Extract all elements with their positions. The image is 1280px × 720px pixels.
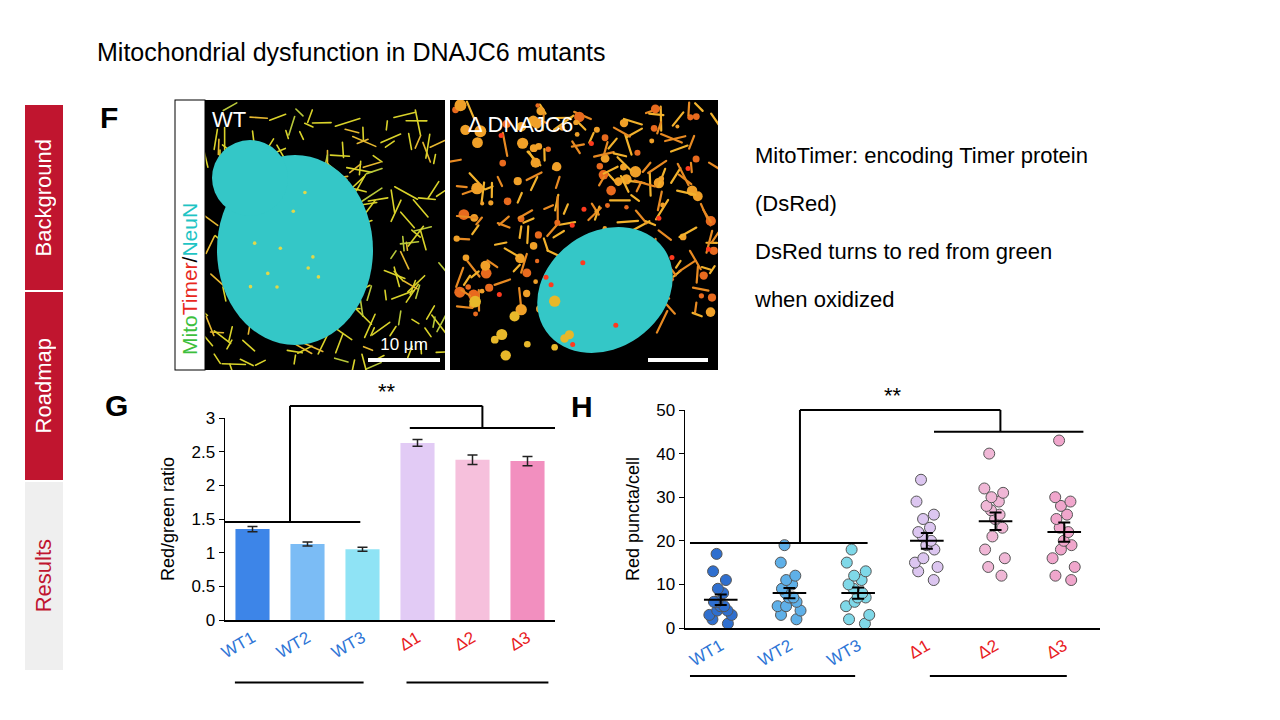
html-text:Background: Background [31, 138, 56, 257]
html-text:MitoTimer: encoding Timer prot: MitoTimer: encoding Timer protein [755, 143, 1088, 168]
svg-text:0: 0 [666, 619, 675, 638]
svg-text:10: 10 [656, 575, 675, 594]
svg-text:Red/green ratio: Red/green ratio [158, 457, 178, 581]
svg-text:Δ2: Δ2 [451, 628, 479, 655]
html-text:Roadmap: Roadmap [31, 338, 56, 434]
html-text:Mitochondrial dysfunction in D: Mitochondrial dysfunction in DNAJC6 muta… [97, 38, 606, 66]
html-text:DsRed turns to red from green: DsRed turns to red from green [755, 239, 1053, 264]
html-text:when oxidized: when oxidized [755, 287, 895, 312]
svg-text:WT1: WT1 [686, 636, 727, 670]
svg-text:Δ3: Δ3 [506, 628, 534, 655]
svg-text:WT: WT [212, 107, 246, 132]
svg-text:F: F [100, 101, 118, 134]
svg-text:3: 3 [206, 409, 215, 428]
svg-text:40: 40 [656, 445, 675, 464]
svg-text:WT1: WT1 [218, 628, 259, 662]
svg-text:0.5: 0.5 [191, 577, 215, 596]
svg-text:WT3: WT3 [824, 636, 865, 670]
svg-text:MitoTimer/NeuN: MitoTimer/NeuN [178, 203, 201, 355]
svg-text:2: 2 [206, 476, 215, 495]
svg-text:1.5: 1.5 [191, 510, 215, 529]
svg-text:G: G [105, 389, 128, 422]
svg-text:30: 30 [656, 488, 675, 507]
svg-text:Δ3: Δ3 [1043, 636, 1071, 663]
svg-text:Δ1: Δ1 [396, 628, 424, 655]
svg-text:2.5: 2.5 [191, 443, 215, 462]
svg-text:Δ1: Δ1 [906, 636, 934, 663]
html-text:Results: Results [31, 539, 56, 613]
svg-text:Δ2: Δ2 [974, 636, 1002, 663]
svg-text:10 µm: 10 µm [380, 335, 428, 354]
svg-text:Red puncta/cell: Red puncta/cell [623, 457, 643, 581]
svg-text:50: 50 [656, 401, 675, 420]
svg-text:0: 0 [206, 611, 215, 630]
svg-text:20: 20 [656, 532, 675, 551]
svg-text:WT2: WT2 [755, 636, 796, 670]
svg-text:WT2: WT2 [273, 628, 314, 662]
svg-text:Δ DNAJC6: Δ DNAJC6 [468, 112, 573, 137]
svg-text:**: ** [378, 379, 396, 404]
svg-text:H: H [571, 390, 593, 423]
svg-text:1: 1 [206, 544, 215, 563]
svg-text:WT3: WT3 [328, 628, 369, 662]
svg-text:**: ** [884, 383, 902, 408]
html-text:(DsRed): (DsRed) [755, 191, 837, 216]
